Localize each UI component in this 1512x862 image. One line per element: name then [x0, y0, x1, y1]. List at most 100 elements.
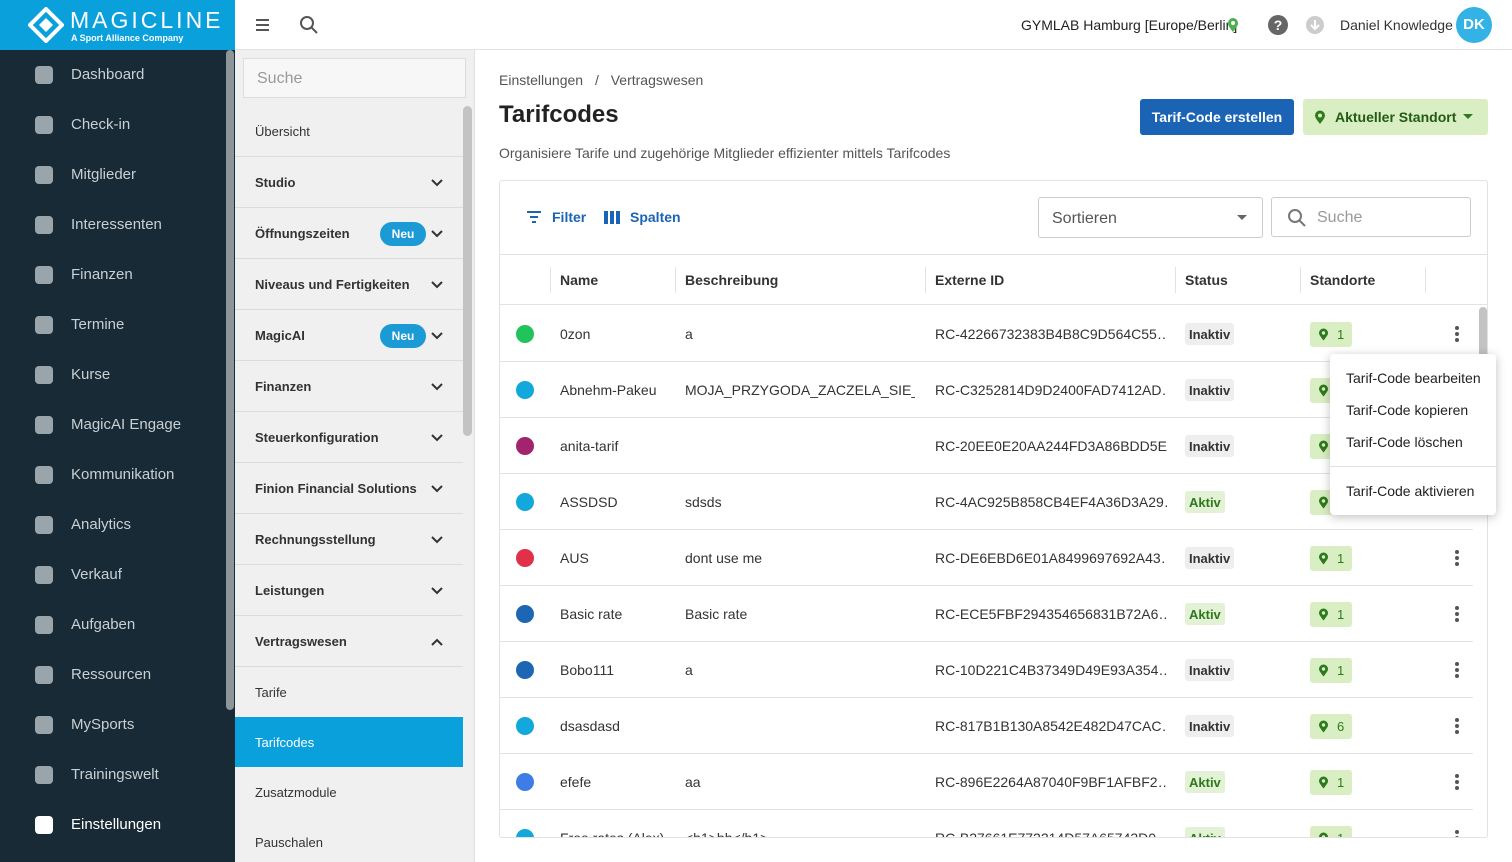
table-row[interactable]: ASSDSD sdsds RC-4AC925B858CB4EF4A36D3A29… A… — [500, 474, 1473, 530]
column-header[interactable]: Standorte — [1310, 272, 1376, 288]
color-dot — [516, 717, 534, 735]
row-menu[interactable] — [1454, 718, 1460, 736]
settings-item[interactable]: Steuerkonfiguration — [235, 412, 463, 463]
nav-scrollbar[interactable] — [226, 50, 234, 710]
column-header[interactable]: Beschreibung — [685, 272, 779, 288]
settings-item[interactable]: Vertragswesen — [235, 616, 463, 667]
row-menu[interactable] — [1454, 830, 1460, 837]
settings-item[interactable]: Niveaus und Fertigkeiten — [235, 259, 463, 310]
table-row[interactable]: Free rates (Alex) <h1>hh</h1> RC-B27661E77… — [500, 810, 1473, 837]
nav-item[interactable]: Kommunikation — [0, 450, 225, 500]
table-row[interactable]: 0zon a RC-42266732383B4B8C9D564C55… Inaktiv… — [500, 306, 1473, 362]
column-divider — [925, 267, 926, 293]
page-title: Tarifcodes — [499, 101, 619, 128]
columns-button[interactable]: Spalten — [630, 209, 681, 225]
row-menu[interactable] — [1454, 326, 1460, 344]
table-row[interactable]: AUS dont use me RC-DE6EBD6E01A8499697692A4… — [500, 530, 1473, 586]
row-menu[interactable] — [1454, 606, 1460, 624]
settings-item-label: Studio — [255, 175, 296, 190]
settings-item[interactable]: Rechnungsstellung — [235, 514, 463, 565]
settings-subitem[interactable]: Pauschalen — [235, 817, 463, 862]
settings-search[interactable]: Suche — [243, 58, 466, 98]
settings-item[interactable]: Übersicht — [235, 106, 463, 157]
locations-count: 1 — [1337, 551, 1345, 566]
column-header[interactable]: Name — [560, 272, 599, 288]
user-name[interactable]: Daniel Knowledge — [1340, 17, 1453, 33]
color-dot — [516, 549, 534, 567]
context-menu-item[interactable]: Tarif-Code kopieren — [1346, 402, 1469, 418]
table-row[interactable]: Bobo111 a RC-10D221C4B37349D49E93A354… Inak… — [500, 642, 1473, 698]
scrollbar[interactable] — [463, 106, 472, 436]
description-cell: MOJA_PRZYGODA_ZACZELA_SIE_… — [685, 382, 915, 398]
settings-item-label: Übersicht — [255, 124, 310, 139]
chevron — [431, 434, 443, 442]
table-search[interactable]: Suche — [1271, 197, 1471, 237]
menu-icon[interactable] — [255, 17, 271, 33]
nav-item[interactable]: Finanzen — [0, 250, 225, 300]
breadcrumb: Einstellungen / Vertragswesen — [499, 72, 703, 88]
avatar[interactable]: DK — [1456, 7, 1492, 43]
settings-item[interactable]: MagicAI Neu — [235, 310, 463, 361]
filter-button[interactable]: Filter — [552, 209, 587, 225]
settings-item[interactable]: Studio — [235, 157, 463, 208]
nav-item[interactable]: MagicAI Engage — [0, 400, 225, 450]
breadcrumb-item[interactable]: Einstellungen — [499, 72, 584, 88]
svg-text:?: ? — [1274, 17, 1283, 33]
nav-item[interactable]: Mitglieder — [0, 150, 225, 200]
help-icon[interactable]: ? — [1268, 15, 1288, 35]
nav-item[interactable]: Interessenten — [0, 200, 225, 250]
nav-item[interactable]: Check-in — [0, 100, 225, 150]
settings-subitem[interactable]: Tarife — [235, 667, 463, 717]
create-button[interactable]: Tarif-Code erstellen — [1140, 99, 1294, 135]
location-button[interactable]: Aktueller Standort — [1303, 99, 1488, 135]
search-icon[interactable] — [299, 15, 319, 35]
logo[interactable]: MAGICLINE A Sport Alliance Company — [0, 0, 235, 50]
column-header[interactable]: Externe ID — [935, 272, 1005, 288]
download-icon[interactable] — [1306, 16, 1324, 34]
status-chip: Aktiv — [1185, 827, 1225, 837]
status-chip: Inaktiv — [1185, 547, 1235, 569]
chevron — [431, 485, 443, 493]
nav-item[interactable]: MySports — [0, 700, 225, 750]
location[interactable]: GYMLAB Hamburg [Europe/Berlin] — [1021, 17, 1238, 33]
filter-icon — [527, 211, 541, 223]
breadcrumb-item[interactable]: Vertragswesen — [610, 72, 704, 88]
settings-item[interactable]: Finanzen — [235, 361, 463, 412]
settings-subitem[interactable]: Tarifcodes — [235, 717, 463, 767]
nav-item[interactable]: Kurse — [0, 350, 225, 400]
sort-select[interactable]: Sortieren — [1038, 197, 1263, 238]
row-menu[interactable] — [1454, 774, 1460, 792]
nav-item[interactable]: Ressourcen — [0, 650, 225, 700]
nav-icon — [35, 266, 53, 284]
table-row[interactable]: anita-tarif RC-20EE0E20AA244FD3A86BDD5E… I… — [500, 418, 1473, 474]
column-header[interactable]: Status — [1185, 272, 1228, 288]
table-row[interactable]: efefe aa RC-896E2264A87040F9BF1AFBF2… Aktiv… — [500, 754, 1473, 810]
nav-item[interactable]: Aufgaben — [0, 600, 225, 650]
table-row[interactable]: Abnehm-Pakeu MOJA_PRZYGODA_ZACZELA_SIE_… R… — [500, 362, 1473, 418]
nav-item[interactable]: Einstellungen — [0, 800, 225, 850]
dot — [1455, 668, 1459, 672]
chevron — [431, 536, 443, 544]
settings-subitem[interactable]: Zusatzmodule — [235, 767, 463, 817]
nav-item[interactable]: Verkauf — [0, 550, 225, 600]
dot — [1455, 556, 1459, 560]
settings-item[interactable]: Finion Financial Solutions — [235, 463, 463, 514]
chevron — [431, 332, 443, 340]
external-id-cell: RC-42266732383B4B8C9D564C55… — [935, 326, 1167, 342]
table-row[interactable]: Basic rate Basic rate RC-ECE5FBF2943546568… — [500, 586, 1473, 642]
context-menu-item[interactable]: Tarif-Code löschen — [1346, 434, 1463, 450]
nav-item[interactable]: Trainingswelt — [0, 750, 225, 800]
row-menu[interactable] — [1454, 550, 1460, 568]
context-menu-item[interactable]: Tarif-Code bearbeiten — [1346, 370, 1481, 386]
nav-item[interactable]: Dashboard — [0, 50, 225, 100]
settings-item[interactable]: Öffnungszeiten Neu — [235, 208, 463, 259]
context-menu-item[interactable]: Tarif-Code aktivieren — [1346, 483, 1475, 499]
brand-tagline: A Sport Alliance Company — [71, 33, 184, 43]
description-cell: sdsds — [685, 494, 722, 510]
chevron — [431, 638, 443, 646]
table-row[interactable]: dsasdasd RC-817B1B130A8542E482D47CAC… Inak… — [500, 698, 1473, 754]
row-menu[interactable] — [1454, 662, 1460, 680]
nav-item[interactable]: Termine — [0, 300, 225, 350]
nav-item[interactable]: Analytics — [0, 500, 225, 550]
settings-item[interactable]: Leistungen — [235, 565, 463, 616]
